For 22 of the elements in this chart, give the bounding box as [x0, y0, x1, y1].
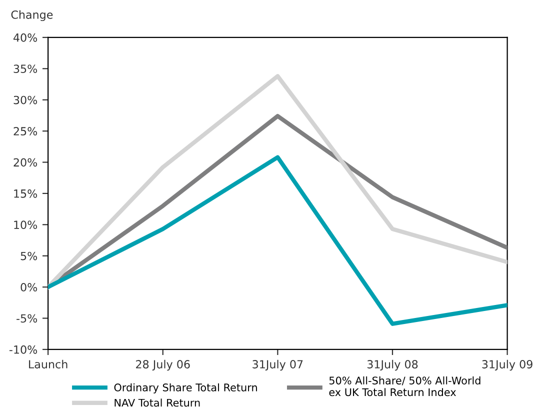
legend-label: 50% All-Share/ 50% All-World ex UK Total Return Index [329, 376, 480, 396]
y-tick-label: 0% [20, 283, 38, 292]
y-tick-label: 40% [13, 33, 38, 42]
y-tick-label: -5% [16, 314, 38, 323]
x-tick-label: 28 July 06 [136, 360, 190, 371]
y-axis-title: Change [11, 10, 53, 22]
line-series [48, 155, 508, 326]
y-tick-label: 25% [14, 127, 38, 136]
y-tick-label: -10% [9, 345, 38, 354]
line-series [48, 74, 508, 290]
y-tick-label: 5% [20, 252, 38, 260]
x-tick-label: 31July 08 [367, 360, 418, 371]
y-tick-label: 35% [14, 64, 38, 74]
y-tick-label: 15% [14, 189, 38, 198]
legend-label: NAV Total Return [114, 398, 200, 407]
x-tick-label: Launch [29, 360, 68, 368]
legend-label: Ordinary Share Total Return [114, 383, 257, 394]
y-tick-label: 30% [14, 96, 38, 104]
y-tick-label: 10% [14, 220, 38, 230]
x-tick-label: 31July 09 [482, 360, 532, 371]
x-tick-label: 31July 07 [252, 360, 303, 371]
y-tick-label: 20% [14, 158, 38, 167]
